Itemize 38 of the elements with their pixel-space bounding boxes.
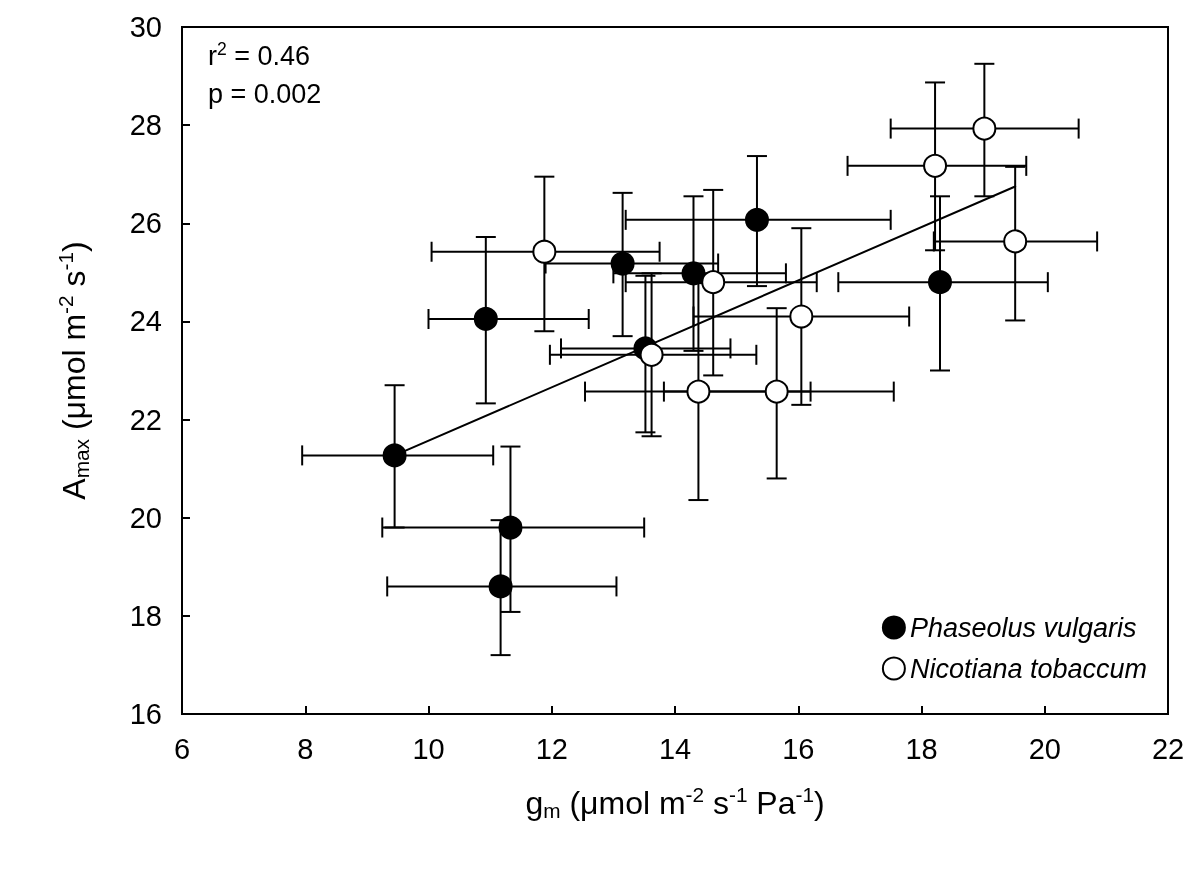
- point: [686, 379, 711, 404]
- x-tick-label: 18: [905, 732, 938, 765]
- x-tick-label: 20: [1028, 732, 1061, 765]
- point: [498, 515, 523, 540]
- x-tick-label: 6: [173, 732, 191, 765]
- point: [764, 379, 789, 404]
- x-tick-label: 12: [535, 732, 568, 765]
- y-tick-label: 28: [129, 109, 162, 142]
- y-axis-title: Amax (μmol m-2 s-1): [54, 241, 93, 500]
- point: [928, 270, 952, 295]
- x-tick-label: 8: [297, 732, 314, 765]
- legend-label: Phaseolus vulgaris: [909, 612, 1137, 643]
- y-tick-label: 20: [129, 501, 162, 534]
- y-tick-label: 18: [129, 599, 162, 632]
- y-tick-label: 16: [129, 698, 162, 730]
- point: [610, 251, 635, 276]
- legend-label: Nicotiana tobaccum: [909, 653, 1147, 684]
- point: [789, 304, 814, 329]
- point: [923, 153, 948, 178]
- y-tick-label: 24: [129, 305, 162, 338]
- point: [972, 116, 997, 141]
- x-tick-label: 16: [782, 732, 815, 765]
- y-tick-label: 30: [129, 11, 162, 43]
- annotation: p = 0.002: [208, 78, 322, 109]
- point: [639, 342, 664, 367]
- y-tick-label: 22: [129, 403, 162, 436]
- point: [1003, 229, 1028, 254]
- point: [701, 270, 726, 295]
- point: [473, 306, 498, 331]
- y-tick-label: 26: [129, 207, 162, 240]
- x-tick-label: 14: [658, 732, 692, 765]
- point: [382, 443, 407, 468]
- x-tick-label: 10: [412, 732, 445, 765]
- x-tick-label: 22: [1151, 732, 1185, 765]
- point: [532, 239, 557, 264]
- point: [744, 207, 769, 232]
- point: [488, 574, 513, 599]
- point: [681, 261, 706, 286]
